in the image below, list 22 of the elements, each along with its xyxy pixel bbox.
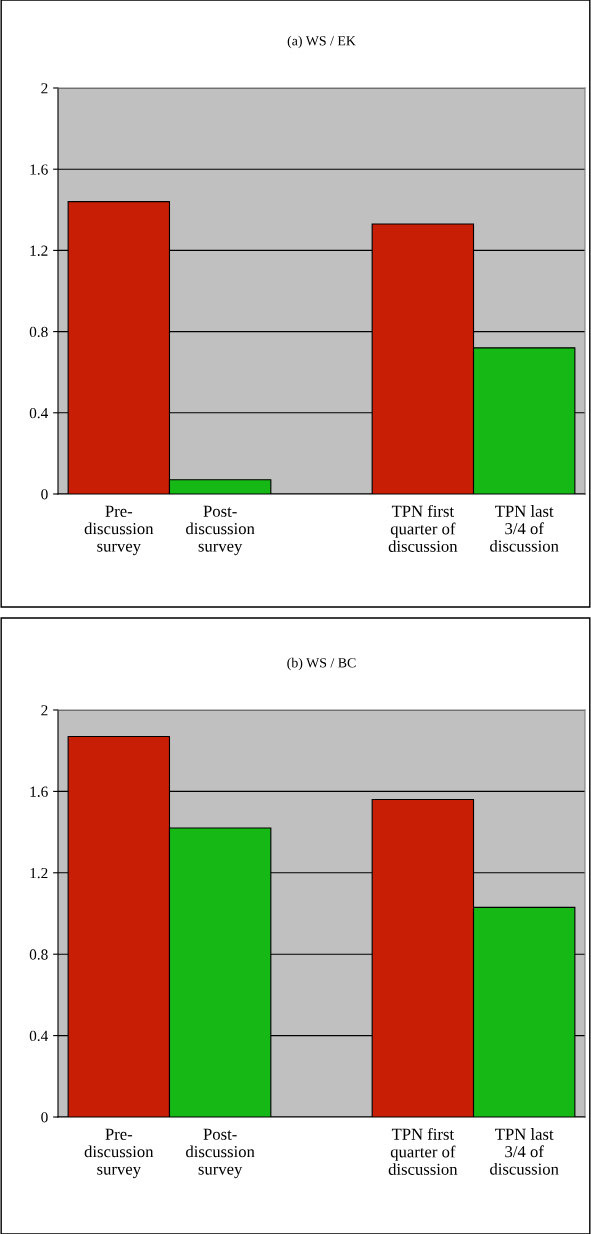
x-tick-label: TPN first quarter of discussion: [388, 504, 458, 552]
x-tick-label: Pre- discussion survey: [84, 505, 154, 556]
x-tick-label: Post- discussion survey: [186, 505, 255, 556]
x-tick-label: TPN last 3/4 of discussion: [490, 505, 559, 552]
y-tick-label: 1.2: [30, 867, 48, 879]
chart-title: (a) WS / EK: [287, 35, 356, 49]
y-tick-label: 0.8: [29, 949, 48, 960]
y-tick-label: 0.4: [29, 1030, 49, 1042]
y-tick-label: 0.8: [29, 326, 48, 338]
y-tick-label: 1.2: [30, 245, 48, 256]
x-tick-label: Post- discussion survey: [186, 1128, 255, 1179]
y-tick-label: 1.6: [30, 164, 48, 175]
y-tick-label: 2: [41, 83, 48, 94]
x-tick-label: TPN last 3/4 of discussion: [490, 1128, 559, 1175]
x-tick-label: Pre- discussion survey: [84, 1128, 154, 1179]
y-tick-label: 0: [41, 489, 48, 500]
y-tick-label: 1.6: [30, 786, 48, 797]
x-tick-label: TPN first quarter of discussion: [388, 1127, 458, 1175]
y-tick-label: 2: [41, 705, 48, 716]
chart-title: (b) WS / BC: [287, 657, 356, 671]
y-tick-label: 0.4: [29, 407, 49, 419]
y-tick-label: 0: [41, 1112, 48, 1123]
